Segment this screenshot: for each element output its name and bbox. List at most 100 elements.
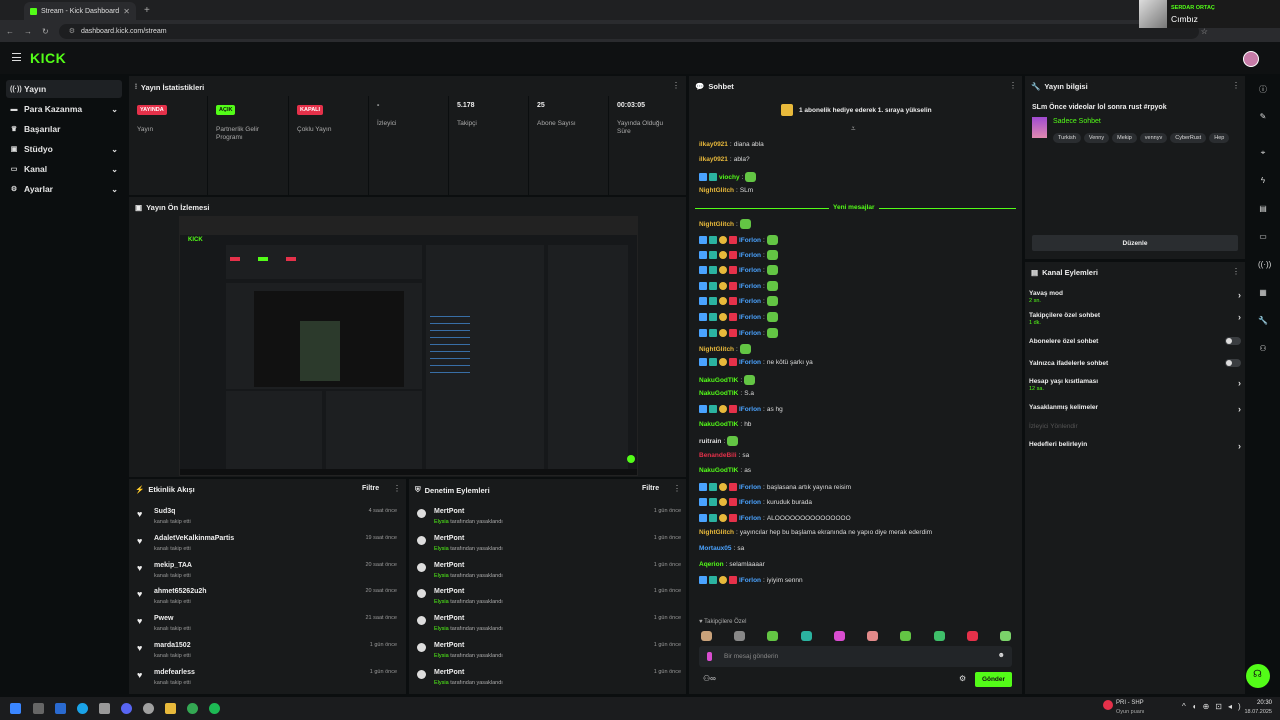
sidebar-item-para-kazanma[interactable]: ▬ Para Kazanma ⌄ [6,100,122,118]
chat-username[interactable]: lForlon [739,251,762,259]
chevron-down-icon[interactable]: ⩡ [851,124,856,133]
emotes-only-toggle[interactable] [1225,359,1241,367]
chat-username[interactable]: lForlon [739,576,762,584]
chat-tools-icon[interactable]: ⚇∞ [703,674,716,683]
category-name[interactable]: Sadece Sohbet [1053,118,1101,125]
chat-username[interactable]: NightGlitch [699,187,735,194]
bookmark-star-icon[interactable]: ☆ [1200,26,1208,36]
outlook-icon[interactable] [55,703,66,714]
tag[interactable]: Hep [1209,133,1230,143]
goals-item[interactable]: Hedefleri belirleyin › [1029,441,1241,451]
users-icon[interactable]: ⚇ [1259,344,1267,353]
tag[interactable]: Venny [1083,133,1110,143]
more-options-icon[interactable]: ⋮ [672,81,680,90]
chat-bubble-icon[interactable]: ▭ [1259,232,1267,241]
chat-username[interactable]: lForlon [739,358,762,366]
filter-button[interactable]: Filtre [642,485,660,492]
new-tab-icon[interactable]: + [144,4,150,16]
emote[interactable] [999,631,1011,641]
chat-message[interactable]: lForlon: [699,281,778,291]
stream-preview-video[interactable]: KICK [179,216,638,476]
chat-username[interactable]: lForlon [739,483,762,491]
info-icon[interactable]: ⓘ [1259,85,1267,94]
chat-username[interactable]: ilkay0921 [699,141,728,148]
chat-username[interactable]: Mortaux05 [699,545,732,552]
chat-message[interactable]: ilkay0921: abla? [699,156,750,163]
chat-message[interactable]: NightGlitch: [699,344,751,354]
chat-message[interactable]: viochy: [699,172,757,182]
menu-icon[interactable] [12,53,21,61]
chat-username[interactable]: lForlon [739,297,762,305]
chat-message[interactable]: BenandeBili: sa [699,452,749,459]
chat-message[interactable]: lForlon: ALOOOOOOOOOOOOOOO [699,514,851,522]
moderated-user[interactable]: MertPont [434,508,465,515]
app-icon[interactable] [99,703,110,714]
subscribers-only-item[interactable]: Abonelere özel sohbet [1029,337,1241,345]
emotes-only-item[interactable]: Yalnızca ifadelerle sohbet [1029,359,1241,367]
more-options-icon[interactable]: ⋮ [1009,81,1017,90]
edge-icon[interactable] [77,703,88,714]
search-icon[interactable] [33,703,44,714]
chat-username[interactable]: lForlon [739,498,762,506]
moderation-row[interactable]: MertPont Elysia tarafından yasaklandı 1 gü… [417,612,681,638]
moderation-row[interactable]: MertPont Elysia tarafından yasaklandı 1 gü… [417,505,681,531]
account-age-item[interactable]: Hesap yaşı kısıtlaması 12 sa. › [1029,378,1241,392]
filter-button[interactable]: Filtre [362,485,380,492]
wrench-icon[interactable]: 🔧 [1258,316,1268,325]
chat-username[interactable]: lForlon [739,236,762,244]
activity-row[interactable]: ♥ Pwew kanalı takip etti 21 saat önce [137,612,397,638]
chat-message[interactable]: lForlon: kuruduk burada [699,498,812,506]
chat-username[interactable]: lForlon [739,313,762,321]
emote[interactable] [767,631,779,641]
emote[interactable] [933,631,945,641]
tag[interactable]: Turkish [1053,133,1081,143]
subscribers-only-toggle[interactable] [1225,337,1241,345]
chat-message[interactable]: lForlon: başlasana artık yayına reisim [699,483,851,491]
edit-icon[interactable]: ✎ [1259,112,1267,121]
moderated-user[interactable]: MertPont [434,561,465,569]
moderated-user[interactable]: MertPont [434,534,465,542]
sidebar-item-studyo[interactable]: ▣ Stüdyo ⌄ [6,140,122,158]
moderation-row[interactable]: MertPont Elysia tarafından yasaklandı 1 gü… [417,585,681,611]
chat-username[interactable]: lForlon [739,329,762,337]
moderation-row[interactable]: MertPont Elysia tarafından yasaklandı 1 gü… [417,666,681,692]
moderation-row[interactable]: MertPont Elysia tarafından yasaklandı 1 gü… [417,639,681,665]
chat-message[interactable]: lForlon: ne kötü şarkı ya [699,358,813,366]
chat-username[interactable]: NightGlitch [699,345,735,353]
chat-message[interactable]: NakuGodTIK: as [699,467,751,474]
chat-username[interactable]: lForlon [739,266,762,274]
obs-icon[interactable] [143,703,154,714]
chat-message[interactable]: NightGlitch: [699,219,751,229]
chat-message[interactable]: lForlon: [699,296,778,306]
sidebar-item-basarilar[interactable]: ♛ Başarılar [6,120,122,138]
chat-message[interactable]: lForlon: [699,312,778,322]
activity-row[interactable]: ♥ mdefearless kanalı takip etti 1 gün önce [137,666,397,692]
more-options-icon[interactable]: ⋮ [1232,267,1240,276]
chat-message[interactable]: NightGlitch: SLm [699,187,753,194]
chat-username[interactable]: lForlon [739,514,762,522]
activity-user[interactable]: mdefearless [154,668,195,676]
reload-icon[interactable]: ↻ [42,26,49,36]
activity-user[interactable]: mekip_TAA [154,561,192,569]
close-tab-icon[interactable]: ✕ [123,6,130,16]
forward-icon[interactable]: → [24,26,32,36]
support-chat-button[interactable]: ☊ [1246,664,1270,688]
chat-message[interactable]: NakuGodTIK: hb [699,421,751,428]
activity-user[interactable]: AdaletVeKalkinmaPartis [154,534,235,542]
back-icon[interactable]: ← [6,26,14,36]
chat-message[interactable]: lForlon: iyiyim sennn [699,576,803,584]
edit-button[interactable]: Düzenle [1032,235,1238,251]
chat-message[interactable]: Aqerion: selamlaaaar [699,561,765,568]
emote[interactable] [833,631,845,641]
more-options-icon[interactable]: ⋮ [393,484,401,493]
sidebar-item-kanal[interactable]: ▭ Kanal ⌄ [6,160,122,178]
chat-message[interactable]: Mortaux05: sa [699,545,744,552]
chat-message[interactable]: NightGlitch: yayıncılar hep bu başlama ek… [699,529,932,536]
chat-username[interactable]: ilkay0921 [699,156,728,163]
emote[interactable] [701,631,712,641]
followers-only-item[interactable]: Takipçilere özel sohbet 1 dk. › [1029,312,1241,326]
tag[interactable]: CyberRust [1170,133,1207,143]
tag[interactable]: Mekip [1112,133,1137,143]
document-icon[interactable]: ▤ [1259,204,1267,213]
send-button[interactable]: Gönder [975,672,1012,687]
